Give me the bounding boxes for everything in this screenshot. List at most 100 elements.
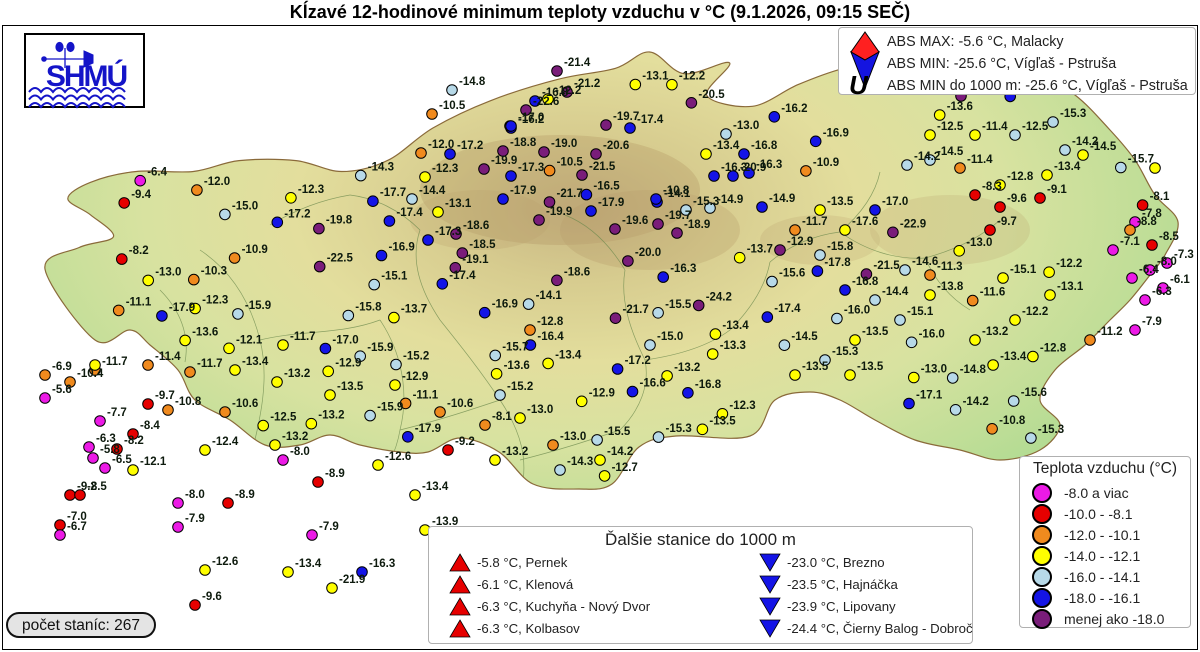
svg-text:-13.5: -13.5	[857, 361, 884, 373]
svg-text:-8.2: -8.2	[129, 245, 149, 257]
svg-text:-15.0: -15.0	[657, 331, 683, 343]
svg-text:-15.8: -15.8	[355, 302, 382, 314]
svg-text:-21.5: -21.5	[873, 260, 900, 272]
svg-text:-11.4: -11.4	[155, 351, 181, 363]
svg-text:-18.5: -18.5	[469, 239, 496, 251]
svg-text:-12.9: -12.9	[335, 357, 361, 369]
svg-text:-9.6: -9.6	[1007, 193, 1027, 205]
svg-text:-13.3: -13.3	[720, 340, 746, 352]
svg-text:-19.8: -19.8	[326, 215, 353, 227]
svg-text:-15.1: -15.1	[381, 271, 408, 283]
svg-text:-16.9: -16.9	[492, 299, 518, 311]
svg-text:-17.2: -17.2	[284, 208, 310, 220]
svg-text:-10.3: -10.3	[201, 266, 227, 278]
svg-text:-17.4: -17.4	[449, 270, 476, 282]
svg-text:-17.9: -17.9	[169, 302, 195, 314]
svg-text:-6.7: -6.7	[67, 521, 87, 533]
svg-text:-8.9: -8.9	[325, 468, 345, 480]
svg-text:-11.7: -11.7	[290, 331, 316, 343]
svg-text:-20.6: -20.6	[603, 140, 629, 152]
svg-text:-10.9: -10.9	[242, 244, 268, 256]
svg-text:-7.9: -7.9	[1142, 316, 1162, 328]
svg-text:-13.4: -13.4	[722, 320, 749, 332]
svg-text:-12.4: -12.4	[212, 436, 239, 448]
svg-text:-6.5: -6.5	[112, 454, 132, 466]
svg-text:-17.3: -17.3	[518, 162, 544, 174]
svg-text:-6.1: -6.1	[1170, 274, 1190, 286]
svg-text:-15.1: -15.1	[907, 306, 934, 318]
svg-text:-12.2: -12.2	[1056, 258, 1082, 270]
svg-text:-13.5: -13.5	[709, 415, 736, 427]
svg-text:-13.2: -13.2	[502, 446, 528, 458]
svg-text:-17.9: -17.9	[510, 185, 536, 197]
svg-text:-13.0: -13.0	[155, 266, 181, 278]
svg-text:-15.3: -15.3	[693, 196, 719, 208]
svg-text:-7.9: -7.9	[185, 513, 205, 525]
svg-text:-15.2: -15.2	[507, 381, 533, 393]
svg-text:-16.5: -16.5	[593, 181, 620, 193]
svg-text:-10.6: -10.6	[447, 398, 473, 410]
svg-text:-12.3: -12.3	[729, 400, 755, 412]
svg-text:-16.6: -16.6	[640, 378, 666, 390]
svg-text:-16.9: -16.9	[389, 242, 415, 254]
svg-text:-14.9: -14.9	[769, 193, 795, 205]
svg-text:-17.3: -17.3	[435, 226, 461, 238]
svg-text:-15.5: -15.5	[604, 426, 631, 438]
svg-text:-18.9: -18.9	[684, 219, 710, 231]
svg-text:-8.0: -8.0	[290, 446, 310, 458]
svg-text:-9.7: -9.7	[155, 390, 175, 402]
svg-text:-19.0: -19.0	[551, 138, 577, 150]
svg-text:-10.6: -10.6	[232, 398, 258, 410]
svg-text:-12.8: -12.8	[537, 316, 564, 328]
svg-text:-12.3: -12.3	[202, 295, 228, 307]
svg-text:-12.3: -12.3	[432, 163, 458, 175]
svg-text:-14.2: -14.2	[963, 396, 989, 408]
svg-text:-21.7: -21.7	[623, 304, 649, 316]
svg-text:-10.5: -10.5	[439, 100, 466, 112]
svg-text:-17.9: -17.9	[415, 423, 441, 435]
svg-text:-13.4: -13.4	[713, 140, 740, 152]
svg-text:-12.0: -12.0	[204, 176, 230, 188]
svg-text:-19.9: -19.9	[491, 155, 517, 167]
svg-text:-8.2: -8.2	[124, 435, 144, 447]
svg-text:-9.7: -9.7	[997, 216, 1017, 228]
svg-text:-11.4: -11.4	[982, 121, 1008, 133]
svg-text:-10.5: -10.5	[557, 157, 584, 169]
svg-text:-15.3: -15.3	[1038, 424, 1064, 436]
svg-text:-12.9: -12.9	[402, 371, 428, 383]
svg-text:-13.4: -13.4	[295, 558, 322, 570]
svg-text:-21.9: -21.9	[339, 574, 365, 586]
svg-text:-13.0: -13.0	[527, 404, 553, 416]
svg-text:-13.2: -13.2	[282, 431, 308, 443]
svg-text:-15.9: -15.9	[367, 342, 393, 354]
svg-text:-14.8: -14.8	[960, 364, 987, 376]
svg-text:-13.1: -13.1	[445, 198, 472, 210]
svg-text:-13.2: -13.2	[982, 326, 1008, 338]
svg-text:-15.3: -15.3	[832, 346, 858, 358]
svg-text:-13.4: -13.4	[242, 356, 269, 368]
svg-text:-11.4: -11.4	[967, 154, 993, 166]
svg-text:-13.7: -13.7	[401, 304, 427, 316]
svg-text:-24.2: -24.2	[706, 291, 732, 303]
svg-text:-15.2: -15.2	[403, 351, 429, 363]
svg-text:-13.2: -13.2	[284, 368, 310, 380]
svg-text:-17.2: -17.2	[625, 355, 651, 367]
svg-text:-14.5: -14.5	[937, 146, 964, 158]
svg-text:-12.6: -12.6	[385, 451, 411, 463]
svg-text:-14.9: -14.9	[717, 194, 743, 206]
svg-text:-15.6: -15.6	[1021, 387, 1047, 399]
svg-text:-12.6: -12.6	[212, 556, 238, 568]
svg-text:-17.4: -17.4	[637, 114, 664, 126]
svg-text:-13.0: -13.0	[733, 120, 759, 132]
svg-text:-19.9: -19.9	[546, 206, 572, 218]
svg-text:-10.8: -10.8	[175, 396, 202, 408]
svg-text:-22.5: -22.5	[327, 253, 354, 265]
svg-text:-12.0: -12.0	[428, 139, 454, 151]
svg-text:-19.1: -19.1	[462, 254, 489, 266]
svg-text:-13.0: -13.0	[560, 431, 586, 443]
svg-text:-15.7: -15.7	[1128, 154, 1154, 166]
svg-text:-16.8: -16.8	[695, 379, 722, 391]
svg-text:-14.5: -14.5	[791, 331, 818, 343]
svg-text:-16.3: -16.3	[670, 263, 696, 275]
svg-text:-15.6: -15.6	[779, 268, 805, 280]
